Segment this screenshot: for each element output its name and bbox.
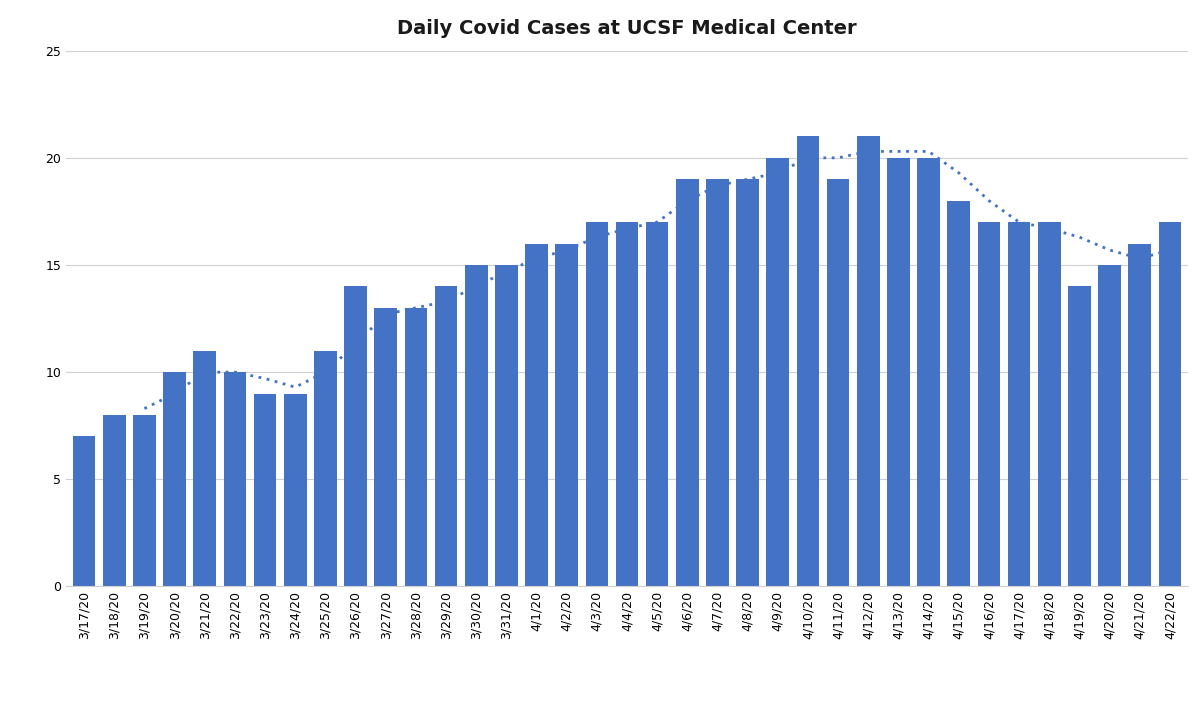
Bar (253, 394, 276, 586)
Bar (284, 394, 306, 586)
Bar (616, 222, 638, 586)
Bar (163, 372, 186, 586)
Bar (767, 158, 790, 586)
Bar (586, 222, 608, 586)
Bar (103, 415, 126, 586)
Bar (556, 243, 578, 586)
Bar (434, 287, 457, 586)
Bar (193, 350, 216, 586)
Bar (676, 180, 698, 586)
Bar (496, 265, 517, 586)
Title: Daily Covid Cases at UCSF Medical Center: Daily Covid Cases at UCSF Medical Center (397, 19, 857, 38)
Bar (1158, 222, 1181, 586)
Bar (797, 136, 820, 586)
Bar (887, 158, 910, 586)
Bar (1038, 222, 1061, 586)
Bar (1068, 287, 1091, 586)
Bar (917, 158, 940, 586)
Bar (827, 180, 850, 586)
Bar (314, 350, 337, 586)
Bar (646, 222, 668, 586)
Bar (223, 372, 246, 586)
Bar (1008, 222, 1031, 586)
Bar (464, 265, 487, 586)
Bar (374, 308, 397, 586)
Bar (344, 287, 367, 586)
Bar (737, 180, 758, 586)
Bar (948, 201, 970, 586)
Bar (404, 308, 427, 586)
Bar (526, 243, 548, 586)
Bar (73, 437, 96, 586)
Bar (857, 136, 880, 586)
Bar (1098, 265, 1121, 586)
Bar (978, 222, 1001, 586)
Bar (133, 415, 156, 586)
Bar (706, 180, 728, 586)
Bar (1128, 243, 1151, 586)
